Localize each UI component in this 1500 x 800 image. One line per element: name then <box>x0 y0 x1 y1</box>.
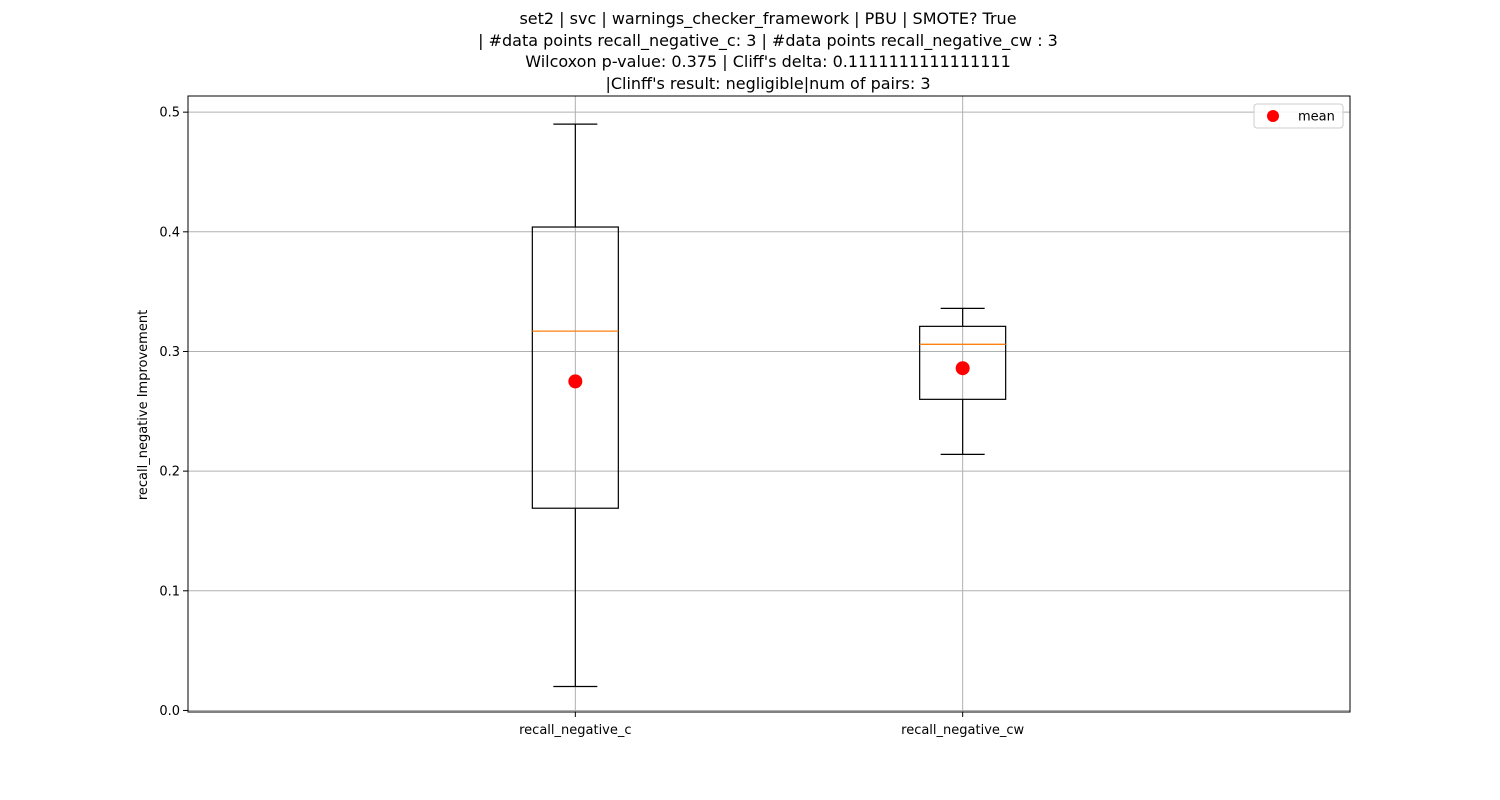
legend-label: mean <box>1298 110 1335 125</box>
title-line-4: |Clinff's result: negligible|num of pair… <box>605 74 930 93</box>
y-tick-label: 0.4 <box>159 225 180 240</box>
x-tick-label: recall_negative_c <box>519 723 631 738</box>
iqr-box <box>531 226 619 509</box>
mean-point <box>955 361 970 376</box>
title-line-1: set2 | svc | warnings_checker_framework … <box>519 9 1016 29</box>
chart-title: set2 | svc | warnings_checker_framework … <box>478 9 1058 93</box>
legend-mean-marker <box>1267 110 1279 122</box>
x-tick-label: recall_negative_cw <box>901 723 1024 738</box>
title-line-3: Wilcoxon p-value: 0.375 | Cliff's delta:… <box>525 52 1011 71</box>
box-recall_negative_cw <box>919 307 1007 455</box>
legend: mean <box>1253 103 1344 129</box>
y-axis-label: recall_negative Improvement <box>136 310 151 500</box>
y-tick-label: 0.2 <box>159 465 180 480</box>
y-tick-label: 0.5 <box>159 106 180 121</box>
plot-area-frame <box>187 95 1351 713</box>
title-line-2: | #data points recall_negative_c: 3 | #d… <box>478 31 1058 51</box>
y-tick-label: 0.1 <box>159 584 180 599</box>
mean-point <box>568 374 583 389</box>
y-tick-label: 0.3 <box>159 345 180 360</box>
axis-ticks: 0.0 0.1 0.2 0.3 0.4 0.5 recall_negative_c recal… <box>159 106 1024 738</box>
y-tick-label: 0.0 <box>159 704 180 719</box>
box-elements <box>531 123 1007 688</box>
iqr-box <box>919 325 1007 400</box>
legend-frame <box>1253 103 1344 129</box>
box-recall_negative_c <box>531 123 619 688</box>
grid-lines <box>188 96 1350 712</box>
